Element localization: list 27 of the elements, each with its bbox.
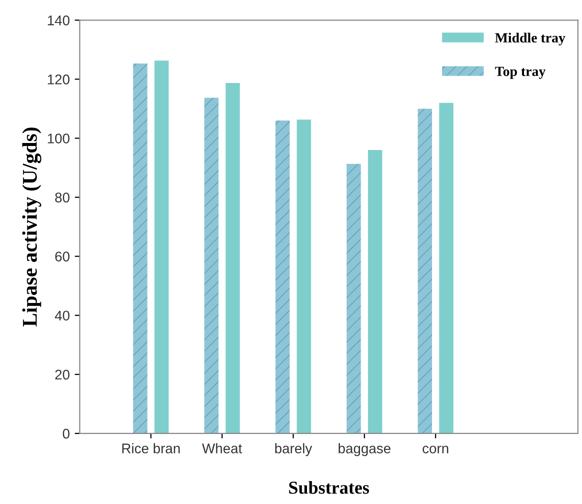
- x-tick-label: barely: [275, 443, 312, 456]
- bar: [275, 120, 290, 434]
- bar: [346, 164, 361, 434]
- y-tick-label: 0: [62, 428, 70, 439]
- y-tick-label: 80: [55, 192, 70, 202]
- y-tick-label: 140: [48, 15, 70, 26]
- x-tick-label: corn: [422, 446, 448, 454]
- bar: [296, 120, 312, 434]
- x-tick-label: Wheat: [202, 443, 242, 454]
- x-axis-title: Substrates: [289, 481, 370, 494]
- bar: [226, 83, 240, 434]
- legend-label: Middle tray: [495, 32, 566, 46]
- x-tick-label: Rice bran: [122, 443, 180, 454]
- y-axis-title: Lipase activity (U/gds): [22, 128, 42, 327]
- x-tick-label: baggase: [338, 443, 390, 456]
- bar: [368, 150, 382, 434]
- legend-label: Top tray: [495, 66, 546, 79]
- y-tick-label: 120: [48, 74, 70, 84]
- y-tick-label: 40: [54, 310, 70, 321]
- bar: [133, 64, 148, 434]
- y-tick-label: 60: [55, 252, 70, 262]
- bar: [154, 60, 169, 434]
- bar: [204, 98, 219, 434]
- y-tick-label: 20: [55, 370, 70, 380]
- y-tick-label: 100: [48, 134, 70, 144]
- bar: [439, 102, 454, 434]
- bar: [418, 108, 432, 434]
